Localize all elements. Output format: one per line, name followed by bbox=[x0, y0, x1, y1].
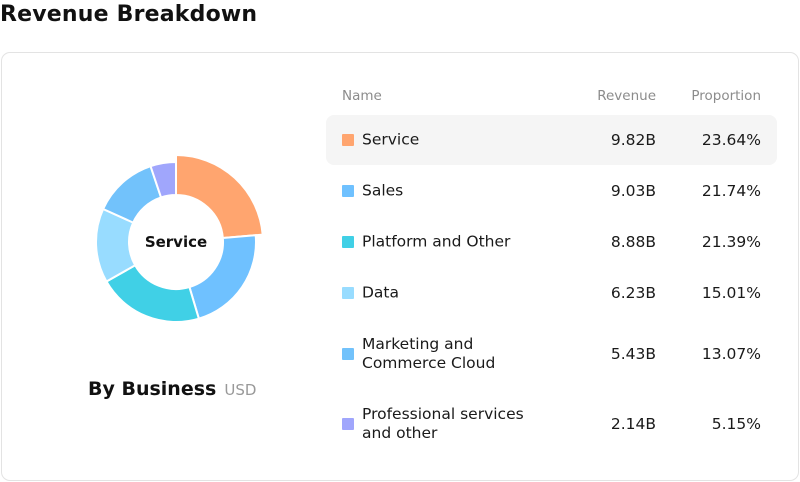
table-row[interactable]: Platform and Other 8.88B 21.39% bbox=[326, 217, 777, 267]
row-name: Sales bbox=[362, 181, 404, 200]
row-proportion: 21.74% bbox=[701, 182, 761, 200]
row-revenue: 9.03B bbox=[610, 182, 656, 200]
row-revenue: 8.88B bbox=[610, 233, 656, 251]
donut-slice-0[interactable] bbox=[175, 153, 264, 240]
chart-caption: By Business USD bbox=[88, 378, 256, 400]
row-name: Professional services and other bbox=[362, 405, 524, 442]
page-title: Revenue Breakdown bbox=[0, 2, 258, 27]
donut-center-label: Service bbox=[145, 233, 207, 251]
header-name: Name bbox=[342, 88, 382, 104]
donut-slice-5[interactable] bbox=[149, 160, 177, 199]
legend-swatch bbox=[342, 134, 354, 146]
table-row[interactable]: Sales 9.03B 21.74% bbox=[326, 165, 777, 217]
table-row[interactable]: Service 9.82B 23.64% bbox=[326, 115, 777, 165]
row-proportion: 5.15% bbox=[711, 415, 761, 433]
legend-swatch bbox=[342, 348, 354, 360]
row-name: Marketing and Commerce Cloud bbox=[362, 335, 496, 372]
row-proportion: 21.39% bbox=[701, 233, 761, 251]
table-row[interactable]: Marketing and Commerce Cloud 5.43B 13.07% bbox=[326, 319, 777, 389]
row-proportion: 13.07% bbox=[701, 345, 761, 363]
chart-caption-unit: USD bbox=[224, 381, 257, 399]
legend-swatch bbox=[342, 287, 354, 299]
revenue-card: Service By Business USD Name Revenue Pro… bbox=[1, 52, 799, 481]
table-row[interactable]: Data 6.23B 15.01% bbox=[326, 267, 777, 319]
revenue-table: Name Revenue Proportion Service 9.82B 23.6… bbox=[326, 79, 777, 459]
row-name: Platform and Other bbox=[362, 232, 511, 251]
row-name: Service bbox=[362, 130, 420, 149]
header-revenue: Revenue bbox=[597, 88, 656, 104]
row-revenue: 9.82B bbox=[610, 131, 656, 149]
donut-chart[interactable]: Service bbox=[2, 53, 322, 482]
legend-swatch bbox=[342, 236, 354, 248]
legend-swatch bbox=[342, 185, 354, 197]
table-header: Name Revenue Proportion bbox=[326, 79, 777, 115]
header-proportion: Proportion bbox=[691, 88, 761, 104]
table-body: Service 9.82B 23.64% Sales 9.03B 21.74% Platfo… bbox=[326, 115, 777, 459]
row-proportion: 23.64% bbox=[701, 131, 761, 149]
legend-swatch bbox=[342, 418, 354, 430]
row-revenue: 5.43B bbox=[610, 345, 656, 363]
chart-caption-title: By Business bbox=[88, 378, 217, 400]
row-revenue: 6.23B bbox=[610, 284, 656, 302]
table-row[interactable]: Professional services and other 2.14B 5.15% bbox=[326, 389, 777, 459]
row-revenue: 2.14B bbox=[610, 415, 656, 433]
row-proportion: 15.01% bbox=[701, 284, 761, 302]
row-name: Data bbox=[362, 283, 400, 302]
